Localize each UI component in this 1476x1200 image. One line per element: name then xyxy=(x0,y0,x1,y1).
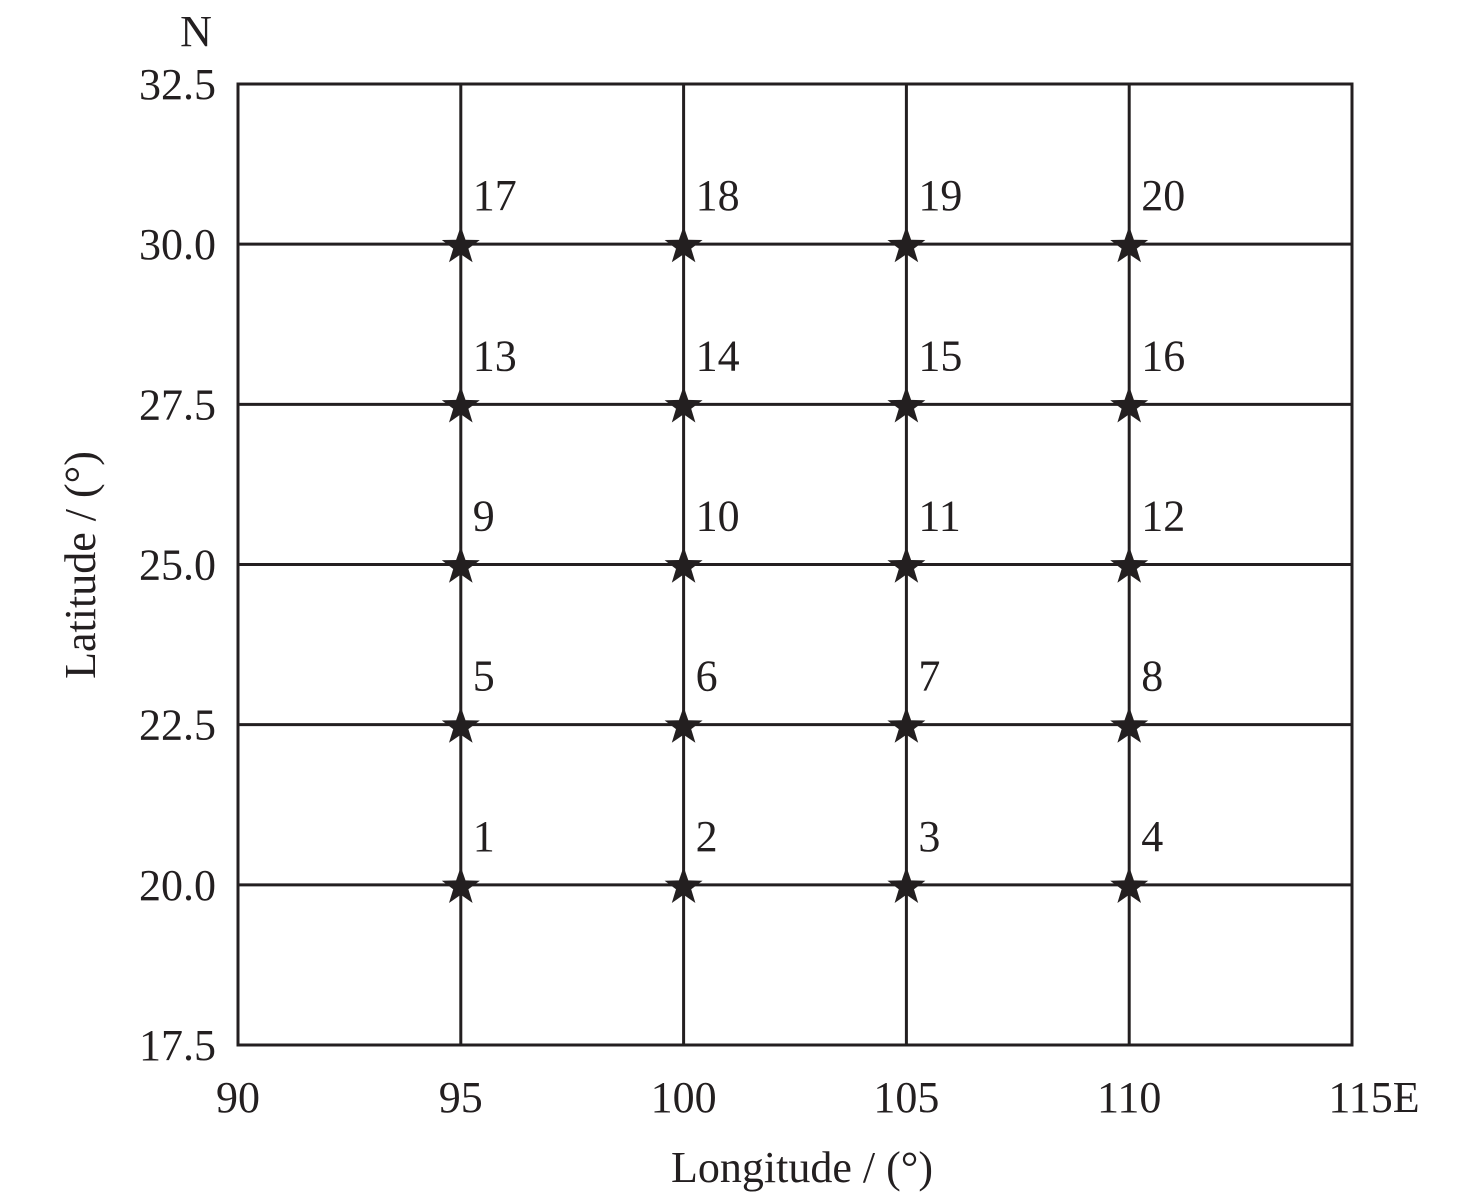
star-marker xyxy=(1110,706,1149,743)
point-label: 3 xyxy=(918,812,940,861)
point-label: 17 xyxy=(473,171,517,220)
y-tick-label: 27.5 xyxy=(139,380,216,429)
star-marker xyxy=(887,226,926,263)
point-label: 19 xyxy=(918,171,962,220)
point-label: 14 xyxy=(696,331,740,380)
grid-point-2: 2 xyxy=(664,812,718,903)
point-label: 18 xyxy=(696,171,740,220)
y-tick-labels: 17.5 20.0 22.5 25.0 27.5 30.0 32.5 xyxy=(139,60,216,1070)
x-tick-label: 105 xyxy=(873,1073,939,1122)
grid-point-16: 16 xyxy=(1110,331,1185,423)
x-axis-label: Longitude / (°) xyxy=(671,1143,933,1192)
grid-point-18: 18 xyxy=(664,171,740,263)
grid-point-14: 14 xyxy=(664,331,740,423)
grid-point-12: 12 xyxy=(1110,492,1185,583)
grid-point-15: 15 xyxy=(887,331,962,423)
point-label: 10 xyxy=(696,492,740,541)
grid-point-7: 7 xyxy=(887,652,940,743)
star-marker xyxy=(664,226,703,263)
y-tick-label: 32.5 xyxy=(139,60,216,109)
y-tick-label: 20.0 xyxy=(139,861,216,910)
star-marker xyxy=(441,226,480,263)
y-tick-label: 22.5 xyxy=(139,701,216,750)
grid-point-8: 8 xyxy=(1110,652,1163,743)
star-marker xyxy=(887,866,926,903)
y-axis-label: Latitude / (°) xyxy=(56,451,105,679)
point-label: 6 xyxy=(696,652,718,701)
point-label: 16 xyxy=(1141,331,1185,380)
grid-point-11: 11 xyxy=(887,492,961,583)
y-tick-label: 17.5 xyxy=(139,1021,216,1070)
x-tick-labels: 90 95 100 105 110 115E xyxy=(216,1073,1420,1122)
y-tick-label: 25.0 xyxy=(139,541,216,590)
star-marker xyxy=(664,386,703,423)
star-marker xyxy=(664,546,703,583)
grid-point-10: 10 xyxy=(664,492,740,583)
star-marker xyxy=(887,706,926,743)
point-label: 12 xyxy=(1141,492,1185,541)
grid-point-6: 6 xyxy=(664,652,718,743)
plot-frame xyxy=(236,82,1354,1047)
point-label: 1 xyxy=(473,812,495,861)
grid-lines xyxy=(238,84,1352,1045)
point-label: 20 xyxy=(1141,171,1185,220)
point-label: 4 xyxy=(1141,812,1163,861)
grid-point-1: 1 xyxy=(441,812,495,903)
star-marker xyxy=(887,546,926,583)
x-tick-label: 100 xyxy=(651,1073,717,1122)
grid-point-19: 19 xyxy=(887,171,962,263)
point-label: 15 xyxy=(918,331,962,380)
star-marker xyxy=(1110,546,1149,583)
y-tick-label: 30.0 xyxy=(139,220,216,269)
star-marker xyxy=(1110,866,1149,903)
point-label: 7 xyxy=(918,652,940,701)
star-marker xyxy=(441,706,480,743)
star-marker xyxy=(1110,226,1149,263)
star-marker xyxy=(664,706,703,743)
point-label: 11 xyxy=(918,492,960,541)
point-label: 8 xyxy=(1141,652,1163,701)
grid-point-9: 9 xyxy=(441,492,495,583)
grid-point-4: 4 xyxy=(1110,812,1163,903)
x-tick-label: 90 xyxy=(216,1073,260,1122)
point-label: 5 xyxy=(473,652,495,701)
point-label: 13 xyxy=(473,331,517,380)
star-marker xyxy=(1110,386,1149,423)
star-marker xyxy=(441,546,480,583)
grid-point-3: 3 xyxy=(887,812,940,903)
x-tick-label: 110 xyxy=(1097,1073,1161,1122)
x-tick-label: 95 xyxy=(439,1073,483,1122)
grid-point-17: 17 xyxy=(441,171,517,263)
grid-point-13: 13 xyxy=(441,331,517,423)
grid-point-5: 5 xyxy=(441,652,495,743)
star-marker xyxy=(441,866,480,903)
star-marker xyxy=(887,386,926,423)
point-label: 9 xyxy=(473,492,495,541)
grid-point-20: 20 xyxy=(1110,171,1185,263)
star-marker xyxy=(664,866,703,903)
star-marker xyxy=(441,386,480,423)
x-tick-label: 115E xyxy=(1328,1073,1419,1122)
north-label: N xyxy=(180,7,212,56)
point-label: 2 xyxy=(696,812,718,861)
